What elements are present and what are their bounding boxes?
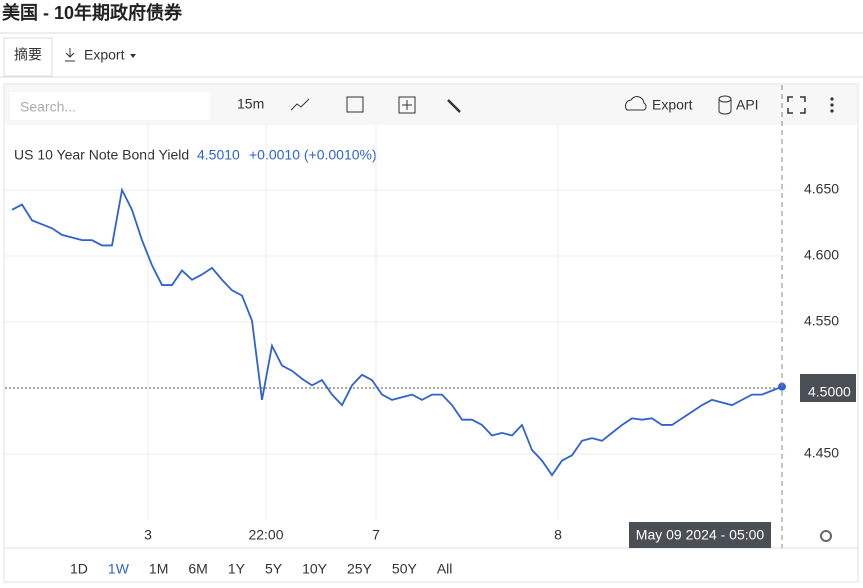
caret[interactable]: [130, 54, 136, 58]
crosshair-label: May 09 2024 - 05:00: [636, 527, 765, 543]
calendar-icon[interactable]: [346, 96, 364, 113]
series-line: [11, 187, 783, 477]
add-icon[interactable]: [402, 100, 412, 110]
y-tick-label: 4.550: [804, 313, 839, 329]
chart-frame: [3, 83, 859, 583]
range-button[interactable]: 1Y: [228, 561, 246, 577]
search-box[interactable]: [10, 92, 210, 120]
fullscreen-icon[interactable]: [787, 96, 806, 114]
tab-label[interactable]: Export: [84, 47, 125, 63]
legend-name: US 10 Year Note Bond Yield: [14, 147, 189, 163]
interval[interactable]: 15m: [237, 96, 264, 112]
y-tick-label: 4.450: [804, 445, 839, 461]
range-button[interactable]: 50Y: [392, 561, 418, 577]
x-tick-label: 8: [554, 527, 562, 543]
wrench-icon[interactable]: [447, 99, 461, 113]
y-tick-label: 4.600: [804, 247, 839, 263]
settings-icon[interactable]: [820, 530, 832, 542]
range-button[interactable]: 25Y: [347, 561, 373, 577]
range-button[interactable]: 1M: [149, 561, 168, 577]
y-tick-label: 4.650: [804, 181, 839, 197]
range-button[interactable]: 1W: [108, 561, 130, 577]
add-icon[interactable]: [398, 96, 416, 114]
price-label-bg: [800, 374, 856, 402]
tab-label[interactable]: 摘要: [14, 47, 42, 63]
x-tick-label: 22:00: [248, 527, 283, 543]
search-placeholder[interactable]: Search...: [20, 99, 76, 115]
range-button[interactable]: All: [437, 561, 453, 577]
range-button[interactable]: 1D: [70, 561, 88, 577]
range-button[interactable]: 10Y: [302, 561, 328, 577]
page-title: 美国 - 10年期政府债券: [2, 2, 183, 23]
cloud-icon[interactable]: [624, 96, 647, 111]
api-button[interactable]: API: [736, 97, 759, 113]
legend-value: 4.5010: [197, 147, 240, 163]
legend-change: +0.0010 (+0.0010%): [249, 147, 377, 163]
download-icon[interactable]: [65, 48, 75, 62]
range-button[interactable]: 5Y: [265, 561, 283, 577]
export-button[interactable]: Export: [652, 97, 693, 113]
line-icon[interactable]: [290, 98, 310, 111]
tab[interactable]: [3, 37, 53, 77]
db-icon[interactable]: [718, 99, 732, 115]
x-tick-label: 7: [372, 527, 380, 543]
crosshair-label-bg: [629, 522, 771, 548]
price-label: 4.5000: [808, 384, 851, 400]
x-tick-label: 3: [144, 527, 152, 543]
range-button[interactable]: 6M: [188, 561, 207, 577]
menu-icon[interactable]: [830, 97, 834, 113]
